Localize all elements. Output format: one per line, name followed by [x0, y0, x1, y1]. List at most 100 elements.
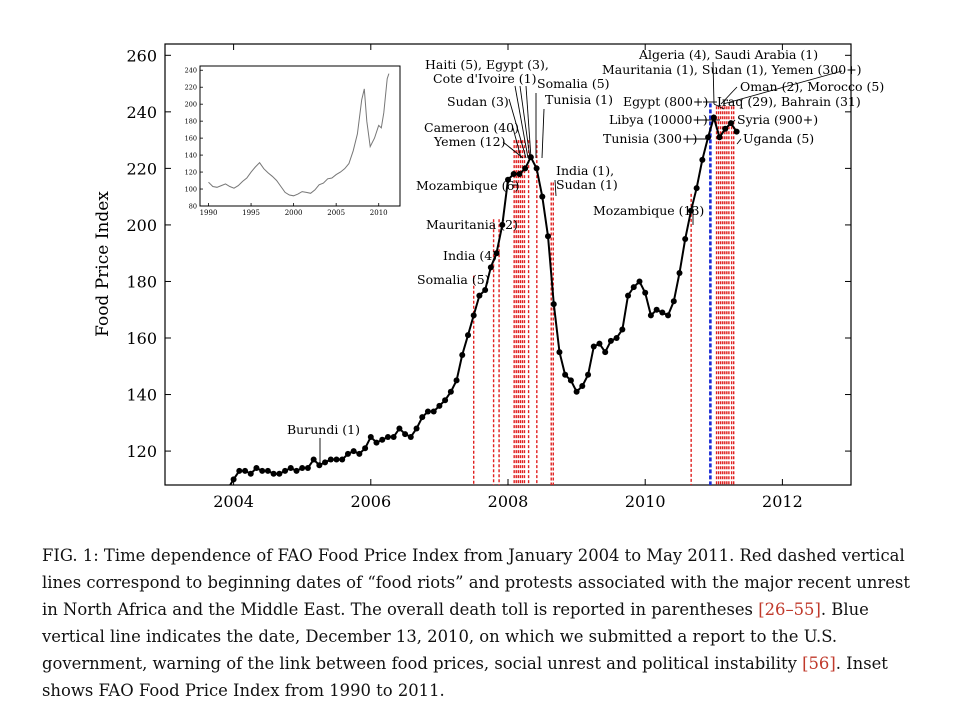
data-point — [413, 425, 420, 432]
data-point — [522, 165, 529, 172]
data-point — [493, 250, 500, 257]
data-point — [299, 465, 306, 472]
data-point — [665, 312, 672, 319]
data-point — [373, 439, 380, 446]
data-point — [539, 193, 546, 200]
inset-y-axis: 80 100 120 140 160 180 200 220 240 — [185, 67, 203, 211]
annotation-mozambique-13: Mozambique (13) — [593, 203, 704, 218]
inset-series-line — [208, 73, 390, 197]
data-point — [356, 450, 363, 457]
annotation-mauritania-2: Mauritania (2) — [426, 217, 518, 232]
leader-iraq — [713, 103, 725, 110]
data-point — [339, 456, 346, 463]
data-point — [619, 326, 626, 333]
data-point — [310, 456, 317, 463]
data-point — [510, 171, 517, 178]
inset-x-tick-label: 2005 — [327, 209, 345, 217]
annotation-cameroon: Cameroon (40) — [424, 120, 519, 135]
food-price-chart: 2004 2006 2008 2010 2012 120 140 160 180 200 220 2… — [93, 43, 884, 511]
data-point — [327, 456, 334, 463]
inset-series — [208, 73, 390, 197]
data-point — [253, 465, 260, 472]
leader-yemen — [502, 141, 524, 159]
annotation-algeria-saudi: Algeria (4), Saudi Arabia (1) — [638, 47, 818, 62]
data-point — [676, 269, 683, 276]
caption-ref-26-55[interactable]: [26–55] — [758, 600, 821, 619]
data-point — [276, 470, 283, 477]
data-point — [230, 476, 237, 483]
annotation-tunisia-300: Tunisia (300+) — [603, 131, 697, 146]
annotation-sudan-3: Sudan (3) — [447, 94, 509, 109]
data-point — [419, 414, 426, 421]
y-tick-label: 220 — [126, 159, 157, 178]
annotation-syria: Syria (900+) — [737, 112, 818, 127]
annotation-somalia-2007: Somalia (5) — [417, 272, 490, 287]
leader-syria — [730, 119, 736, 125]
data-point — [562, 371, 569, 378]
data-point — [362, 445, 369, 452]
data-point — [350, 448, 357, 455]
caption-ref-56[interactable]: [56] — [802, 654, 836, 673]
data-point — [567, 377, 574, 384]
inset-y-tick-label: 80 — [189, 203, 197, 211]
data-point — [424, 408, 431, 415]
leader-sudan-3 — [508, 98, 527, 159]
data-point — [430, 408, 437, 415]
annotation-india-4: India (4) — [443, 248, 497, 263]
data-point — [516, 171, 523, 178]
data-point — [236, 467, 243, 474]
data-point — [659, 309, 666, 316]
inset-y-tick-label: 160 — [185, 135, 197, 143]
data-point — [710, 114, 717, 121]
y-axis: 120 140 160 180 200 220 240 260 — [126, 46, 851, 461]
annotation-mozambique-6: Mozambique (6) — [416, 178, 519, 193]
caption-text-2: . Blue vertical line indicates the date,… — [42, 600, 869, 673]
data-point — [693, 185, 700, 192]
figure-caption: FIG. 1: Time dependence of FAO Food Pric… — [42, 542, 922, 704]
inset-y-tick-label: 220 — [185, 84, 197, 92]
data-point — [505, 176, 511, 183]
data-point — [402, 431, 409, 438]
data-point — [596, 340, 603, 347]
data-point — [585, 371, 592, 378]
data-point — [470, 312, 477, 319]
annotation-cote-divoire: Cote d'Ivoire (1) — [433, 71, 537, 86]
data-point — [259, 467, 266, 474]
data-point — [407, 433, 414, 440]
data-point — [556, 349, 563, 356]
data-point — [384, 433, 391, 440]
data-point — [630, 284, 637, 291]
data-point — [242, 467, 249, 474]
x-tick-label: 2006 — [350, 492, 391, 511]
data-point — [390, 433, 397, 440]
x-tick-label: 2010 — [625, 492, 666, 511]
x-axis: 2004 2006 2008 2010 2012 — [213, 44, 803, 511]
caption-text-1: FIG. 1: Time dependence of FAO Food Pric… — [42, 546, 910, 619]
data-point — [396, 425, 403, 432]
data-point — [573, 388, 580, 395]
leader-haiti-1 — [514, 85, 529, 159]
annotation-tunisia-1: Tunisia (1) — [545, 92, 613, 107]
data-point — [436, 402, 443, 409]
data-point — [270, 470, 277, 477]
y-axis-label: Food Price Index — [93, 191, 113, 337]
data-point — [716, 134, 723, 141]
data-point — [733, 128, 740, 135]
annotation-uganda: Uganda (5) — [743, 131, 814, 146]
inset-x-tick-label: 2000 — [285, 209, 303, 217]
annotations: Burundi (1) Somalia (5) India (4) Maurit… — [287, 47, 884, 437]
inset-x-tick-label: 1995 — [242, 209, 260, 217]
inset-y-tick-label: 120 — [185, 169, 197, 177]
annotation-yemen-12: Yemen (12) — [433, 134, 506, 149]
data-point — [682, 236, 689, 243]
y-tick-label: 120 — [126, 442, 157, 461]
data-point — [653, 306, 660, 313]
data-point — [465, 332, 472, 339]
leader-oman — [720, 86, 738, 105]
main-plot: 2004 2006 2008 2010 2012 120 140 160 180 200 220 2… — [93, 43, 852, 511]
data-point — [613, 335, 620, 341]
data-point — [453, 377, 460, 384]
inset-y-tick-label: 100 — [185, 186, 197, 194]
data-point — [316, 462, 323, 469]
data-point — [322, 459, 329, 466]
